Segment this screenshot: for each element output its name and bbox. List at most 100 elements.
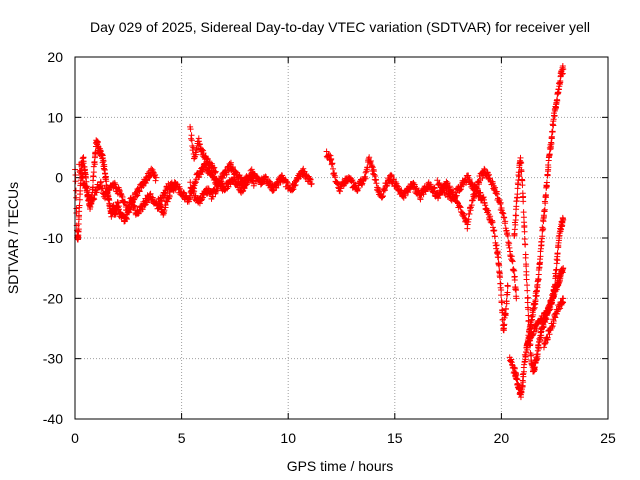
data-point (231, 174, 238, 181)
data-point (535, 345, 542, 352)
data-point (544, 336, 551, 343)
y-tick-label: -10 (43, 230, 63, 246)
data-point (394, 182, 401, 189)
data-point (548, 140, 555, 147)
data-point (498, 292, 505, 299)
data-point (133, 191, 140, 198)
data-point (204, 155, 211, 162)
data-point (554, 257, 561, 264)
data-point (266, 178, 273, 185)
data-point (153, 174, 160, 181)
data-point (545, 307, 552, 314)
data-point (497, 199, 504, 206)
data-point (250, 177, 257, 184)
data-point (521, 236, 528, 243)
data-point (513, 295, 520, 302)
data-point (552, 281, 559, 288)
data-point (200, 150, 207, 157)
data-point (543, 179, 550, 186)
data-point (539, 233, 546, 240)
data-point (511, 276, 518, 283)
data-point (112, 211, 119, 218)
data-point (534, 351, 541, 358)
data-point (72, 178, 79, 185)
data-point (490, 227, 497, 234)
data-point (98, 185, 105, 192)
data-point (331, 170, 338, 177)
data-point (492, 184, 499, 191)
data-point (503, 298, 510, 305)
data-point (523, 276, 530, 283)
data-point (553, 266, 560, 273)
data-point (465, 172, 472, 179)
data-point (289, 187, 296, 194)
data-point (496, 196, 503, 203)
data-point (491, 227, 498, 234)
data-point (493, 245, 500, 252)
data-point (190, 144, 197, 151)
data-point (72, 172, 79, 179)
data-point (176, 185, 183, 192)
data-point (308, 180, 315, 187)
data-point (501, 214, 508, 221)
data-point (284, 179, 291, 186)
data-point (519, 182, 526, 189)
data-point (79, 174, 86, 181)
data-point (329, 160, 336, 167)
data-point (549, 128, 556, 135)
tick-labels: 0 5 10 15 20 25 -40 -30 -20 -10 0 10 20 (43, 49, 616, 446)
data-point (509, 266, 516, 273)
data-point (489, 217, 496, 224)
data-point (76, 202, 83, 209)
data-point (513, 203, 520, 210)
data-point (514, 185, 521, 192)
data-point (384, 182, 391, 189)
data-point (549, 322, 556, 329)
data-point (270, 187, 277, 194)
data-point (559, 70, 566, 77)
data-point (362, 169, 369, 176)
data-point (106, 187, 113, 194)
data-point (504, 283, 511, 290)
data-point (196, 200, 203, 207)
data-point (547, 304, 554, 311)
data-point (226, 160, 233, 167)
data-point (540, 344, 547, 351)
data-point (369, 164, 376, 171)
data-point (431, 184, 438, 191)
data-point (553, 272, 560, 279)
data-point (212, 168, 219, 175)
data-point (366, 154, 373, 161)
data-point (161, 207, 168, 214)
data-point (498, 286, 505, 293)
data-point (374, 184, 381, 191)
data-points (72, 63, 567, 401)
data-point (180, 189, 187, 196)
data-point (123, 216, 130, 223)
data-point (435, 181, 442, 188)
data-point (446, 183, 453, 190)
data-point (220, 175, 227, 182)
data-point (140, 183, 147, 190)
data-point (524, 287, 531, 294)
grid (75, 57, 608, 419)
data-point (456, 187, 463, 194)
data-point (509, 257, 516, 264)
data-point (530, 311, 537, 318)
data-point (442, 185, 449, 192)
data-point (77, 187, 84, 194)
data-point (518, 168, 525, 175)
data-point (251, 180, 258, 187)
data-point (91, 161, 98, 168)
data-point (528, 351, 535, 358)
data-point (364, 164, 371, 171)
data-point (291, 182, 298, 189)
data-point (82, 182, 89, 189)
data-point (372, 173, 379, 180)
data-point (227, 159, 234, 166)
y-tick-label: -20 (43, 290, 63, 306)
data-point (496, 262, 503, 269)
data-point (200, 147, 207, 154)
x-tick-label: 10 (280, 430, 296, 446)
data-point (545, 164, 552, 171)
